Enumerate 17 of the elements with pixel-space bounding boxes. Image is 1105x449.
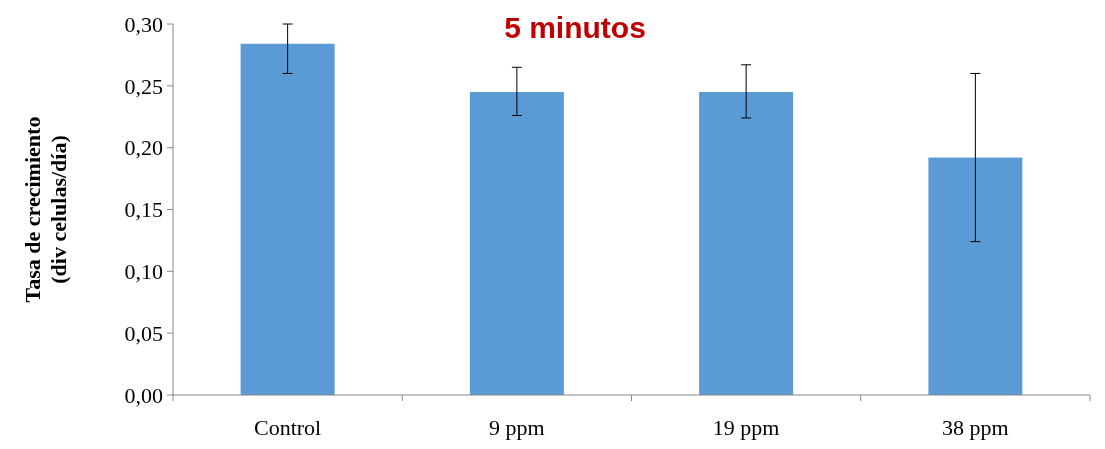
y-tick-label: 0,25 — [124, 73, 163, 99]
y-tick-label: 0,20 — [124, 135, 163, 161]
chart-title: 5 minutos — [504, 11, 646, 44]
y-axis-title: Tasa de crecimiento (div celulas/día) — [20, 116, 71, 303]
y-tick-label: 0,30 — [124, 11, 163, 37]
y-tick-label: 0,15 — [124, 197, 163, 223]
y-tick-label: 0,05 — [124, 320, 163, 346]
x-tick-label: 19 ppm — [712, 415, 780, 440]
y-tick-label: 0,00 — [124, 382, 163, 408]
x-tick-label: 9 ppm — [489, 415, 545, 440]
x-tick-label: 38 ppm — [942, 415, 1009, 440]
bar — [928, 157, 1023, 395]
x-tick-label: Control — [254, 415, 322, 440]
bar — [469, 92, 564, 395]
bar — [240, 43, 335, 395]
y-tick-label: 0,10 — [124, 259, 163, 285]
bar — [699, 92, 794, 395]
